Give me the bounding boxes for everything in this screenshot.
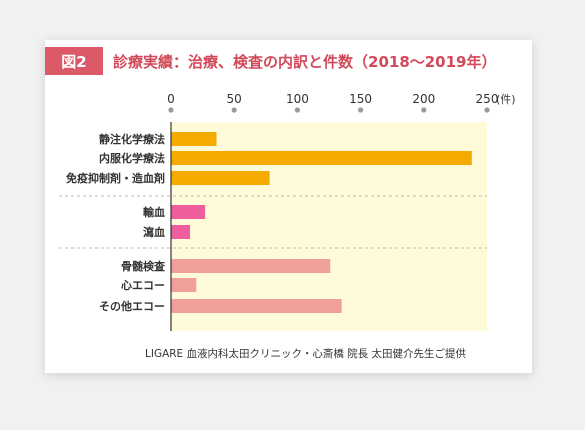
category-label: 瀉血 <box>143 225 165 239</box>
bar-3-3 <box>171 299 342 313</box>
tick-label: 150 <box>349 92 372 106</box>
tick-label: 50 <box>227 92 242 106</box>
tick-dot <box>484 107 490 113</box>
figure-number-badge: 図2 <box>45 47 103 75</box>
category-label: 輸血 <box>143 205 165 219</box>
bar-3-2 <box>171 278 197 292</box>
bar-2-1 <box>171 205 206 219</box>
bar-chart: 0 50 100 150 200 250(件) 静注化学療法内服化学療法免疫抑制剤・造血剤輸… <box>59 92 516 331</box>
tick-label: 100 <box>286 92 309 106</box>
bar-2-2 <box>171 225 190 239</box>
category-label: 免疫抑制剤・造血剤 <box>66 171 165 185</box>
tick-dot <box>231 107 237 113</box>
category-label: その他エコー <box>99 299 165 313</box>
category-label: 骨髄検査 <box>121 259 165 273</box>
category-label: 内服化学療法 <box>99 151 165 165</box>
tick-dot <box>358 107 364 113</box>
unit-label: (件) <box>496 93 516 106</box>
bar-1-2 <box>171 151 472 165</box>
tick-dot <box>168 107 174 113</box>
tick-label: 250 <box>476 92 499 106</box>
tick-label: 0 <box>167 92 175 106</box>
tick-dot <box>294 107 300 113</box>
tick-dot <box>421 107 427 113</box>
category-label: 心エコー <box>121 279 165 292</box>
figure-card: 図2 診療実績：治療、検査の内訳と件数（2018〜2019年） 0 50 100 15… <box>45 40 532 373</box>
bar-3-1 <box>171 259 331 273</box>
figure-header: 図2 診療実績：治療、検査の内訳と件数（2018〜2019年） <box>45 40 532 82</box>
bar-1-1 <box>171 132 217 146</box>
category-label: 静注化学療法 <box>99 132 165 146</box>
figure-title: 診療実績：治療、検査の内訳と件数（2018〜2019年） <box>113 52 497 71</box>
figure-credit: LIGARE 血液内科太田クリニック・心斎橋 院長 太田健介先生ご提供 <box>145 348 466 360</box>
bar-1-3 <box>171 171 270 185</box>
tick-label: 200 <box>412 92 435 106</box>
